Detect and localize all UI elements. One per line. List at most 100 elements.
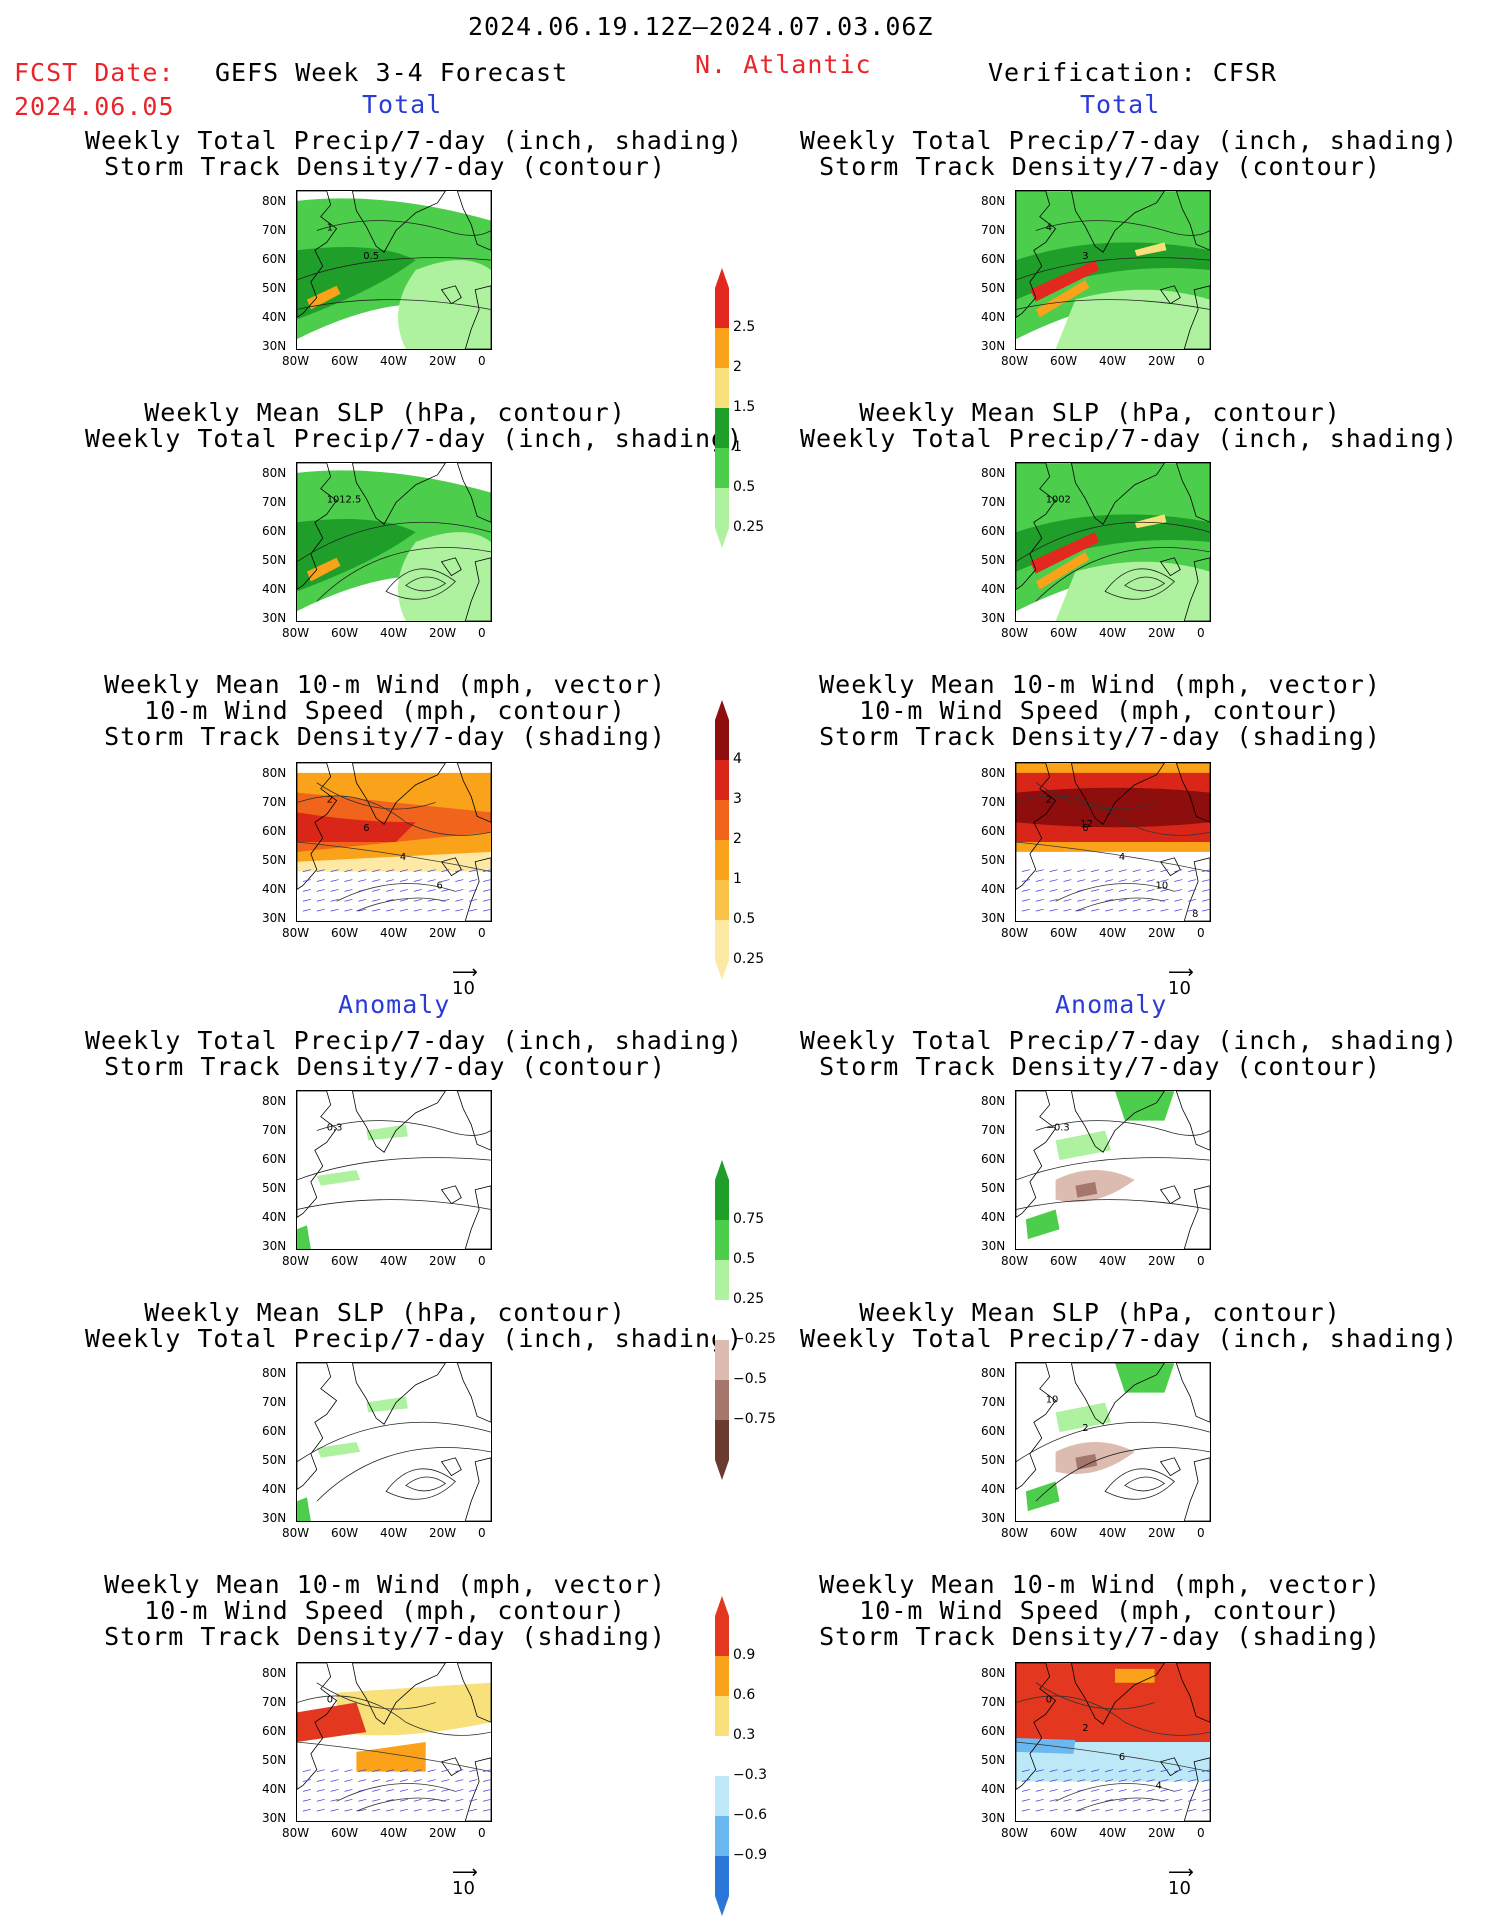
shading-region (1035, 551, 1090, 590)
wind-vector (1035, 879, 1044, 882)
lat-tick-label: 70N (262, 1123, 287, 1137)
wind-vector (358, 1798, 367, 1802)
wind-vector (1118, 1779, 1127, 1782)
lon-tick-label: 40W (1099, 626, 1127, 640)
lon-tick-label: 60W (331, 626, 359, 640)
lat-tick-label: 40N (262, 310, 287, 324)
wind-vector (302, 1779, 311, 1782)
lat-tick-label: 40N (981, 1210, 1006, 1224)
wind-vector (427, 889, 436, 892)
lon-tick-label: 20W (1148, 626, 1176, 640)
shading-region (297, 246, 416, 320)
lon-tick-label: 0 (1197, 354, 1205, 368)
lat-tick-label: 50N (981, 281, 1006, 295)
title-ob-anom-precip: Weekly Total Precip/7-day (inch, shading… (800, 1028, 1457, 1080)
wind-vector (330, 889, 339, 892)
wind-vector (344, 1779, 353, 1782)
title-line: Weekly Mean SLP (hPa, contour) (144, 398, 626, 427)
shading-region (1075, 1181, 1098, 1198)
wind-vector (330, 898, 339, 902)
wind-vector (1091, 879, 1100, 882)
title-line: Storm Track Density/7-day (contour) (819, 152, 1381, 181)
lat-tick-label: 70N (981, 1123, 1006, 1137)
contour-line (1035, 1682, 1155, 1710)
lat-tick-label: 30N (981, 339, 1006, 353)
lat-tick-label: 70N (262, 495, 287, 509)
colorbar-segment (715, 448, 729, 488)
contour-line (336, 1783, 456, 1802)
wind-vector (1049, 898, 1058, 902)
wind-vector (385, 1798, 395, 1802)
wind-vector (1160, 1789, 1169, 1792)
colorbar-segment (715, 1300, 729, 1340)
wind-vector (1132, 1808, 1141, 1812)
lat-tick-label: 60N (981, 1424, 1006, 1438)
lat-tick-label: 40N (262, 582, 287, 596)
lat-tick-label: 40N (262, 1210, 287, 1224)
wind-vector (413, 898, 422, 902)
wind-vector (427, 908, 436, 912)
colorbar-segment (715, 1260, 729, 1300)
wind-vector (1104, 879, 1114, 882)
colorbar-segment (715, 1856, 729, 1896)
title-line: Weekly Total Precip/7-day (inch, shading… (85, 1324, 744, 1353)
colorbar-label: 0.3 (733, 1727, 756, 1743)
colorbar-segment (715, 800, 729, 840)
lon-tick-label: 40W (1099, 1826, 1127, 1840)
wind-vector (1104, 1779, 1114, 1782)
wind-vector (1077, 1779, 1086, 1782)
title-line: Storm Track Density/7-day (contour) (104, 1052, 666, 1081)
lon-tick-label: 60W (1050, 1254, 1078, 1268)
contour-label: 6 (1082, 823, 1088, 834)
lat-tick-label: 70N (981, 795, 1006, 809)
lon-tick-label: 0 (478, 626, 486, 640)
wind-vector (1077, 879, 1086, 882)
wind-vector (344, 1789, 353, 1792)
wind-vector (455, 1808, 464, 1812)
map-ob-total-slp: 1002 (1015, 462, 1211, 622)
shading-region (316, 1442, 361, 1458)
shading-region (356, 1742, 426, 1772)
wind-vector (1201, 1779, 1210, 1782)
wind-vector (1063, 908, 1072, 912)
wind-vector (302, 1798, 311, 1802)
wind-vector (1049, 879, 1058, 882)
coastline (1016, 1663, 1210, 1821)
wind-vector (302, 898, 311, 902)
lat-tick-label: 50N (262, 1753, 287, 1767)
wind-vector (1021, 1779, 1030, 1782)
wind-vector (1077, 1808, 1086, 1812)
wind-vector (1188, 1769, 1197, 1772)
wind-vector (482, 879, 491, 882)
wind-vector (385, 1769, 395, 1772)
shading-region (306, 285, 341, 310)
title-line: Weekly Mean SLP (hPa, contour) (859, 1298, 1341, 1327)
contour-label: 1002 (1046, 495, 1071, 506)
coastline (1016, 1363, 1210, 1521)
verification-title: Verification: CFSR (988, 58, 1277, 87)
contour-label: 10 (1156, 880, 1169, 891)
wind-vector (1146, 1789, 1155, 1792)
wind-vector (427, 1808, 436, 1812)
colorbar-cap (715, 1460, 729, 1480)
wind-vector (358, 1779, 367, 1782)
wind-vector (1077, 1798, 1086, 1802)
lat-tick-label: 40N (981, 1782, 1006, 1796)
title-ob-anom-slp: Weekly Mean SLP (hPa, contour) Weekly To… (800, 1298, 1457, 1352)
wind-vector (372, 1808, 381, 1812)
shading-region (1016, 787, 1210, 828)
wind-vector (372, 908, 381, 912)
wind-vector (385, 1779, 395, 1782)
wind-vector (1160, 898, 1169, 902)
vector-ref-ob-anom: ⟶ 10 (1168, 1864, 1194, 1900)
wind-vector (1021, 1789, 1030, 1792)
wind-vector (1201, 1789, 1210, 1792)
contour-line (356, 1797, 446, 1812)
colorbar-cap (715, 960, 729, 980)
wind-vector (455, 869, 464, 872)
shading-region (1029, 260, 1100, 302)
lat-tick-label: 50N (262, 853, 287, 867)
shading-region (297, 1702, 367, 1742)
title-fc-total-wind: Weekly Mean 10-m Wind (mph, vector) 10-m… (85, 672, 685, 750)
contour-line (1124, 576, 1166, 592)
